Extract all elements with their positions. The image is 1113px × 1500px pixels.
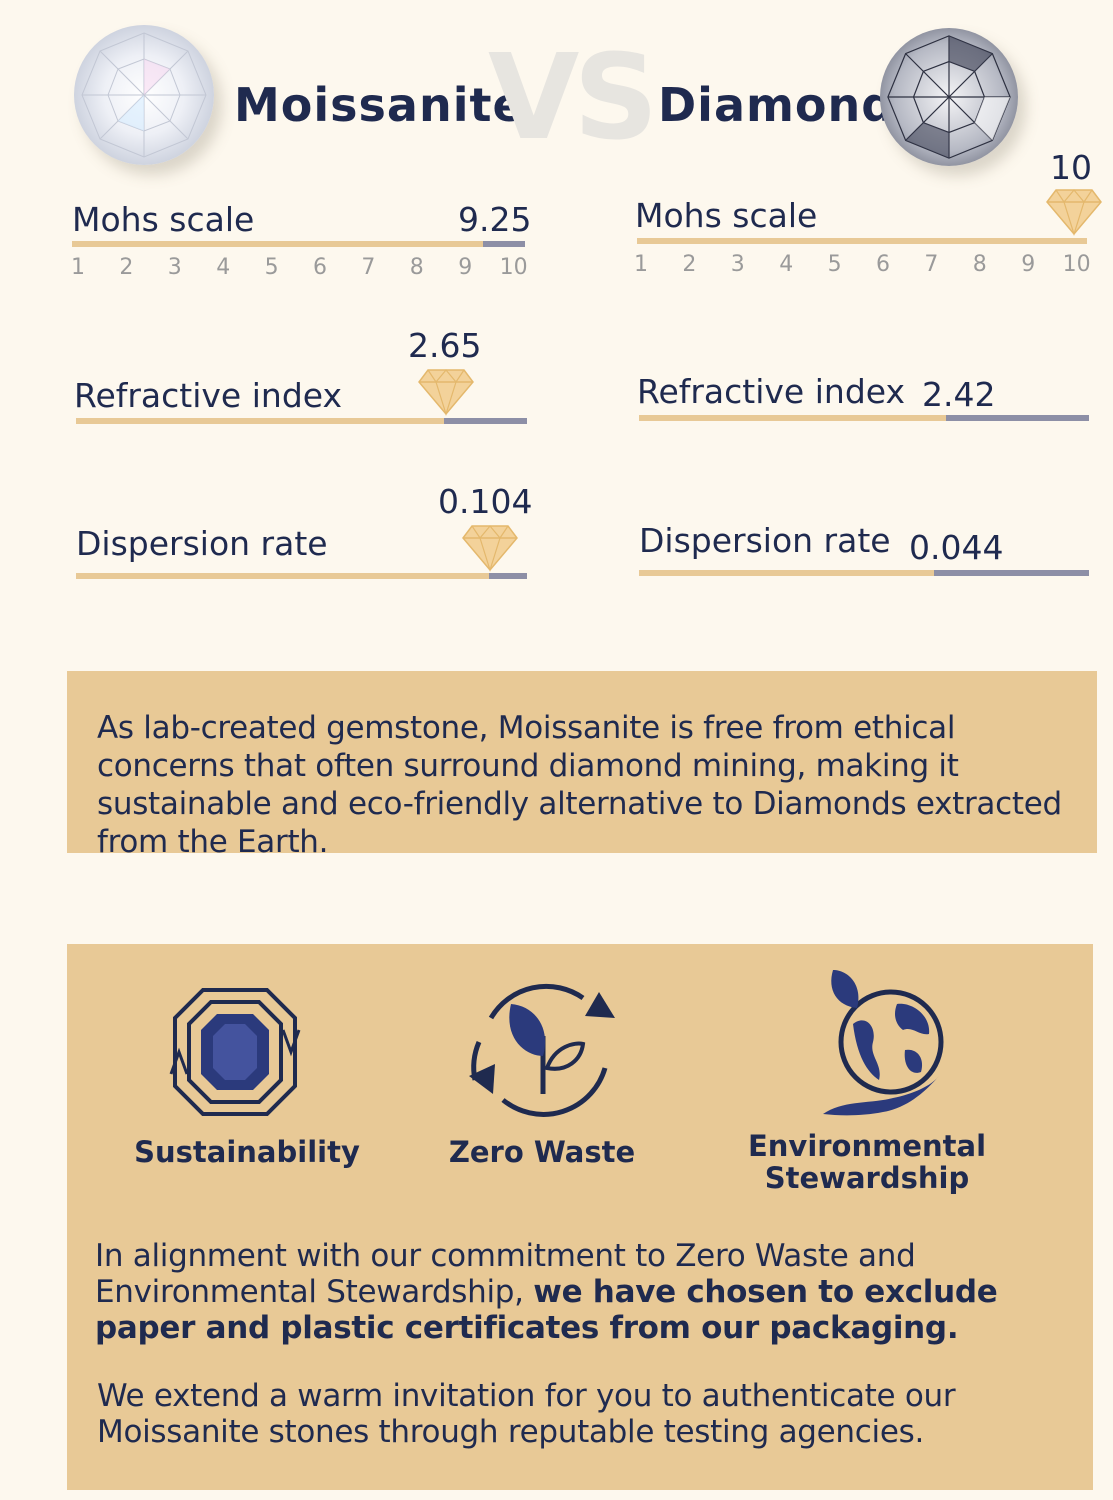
- moissanite-dispersion-bar: [76, 573, 527, 579]
- scale-tick-6: 6: [313, 255, 327, 280]
- diamond-gem-image: [880, 28, 1018, 166]
- moissanite-refractive-bar: [76, 418, 527, 424]
- environmental-stewardship-line2: Stewardship: [764, 1161, 970, 1195]
- scale-tick-3: 3: [730, 252, 745, 277]
- zero-waste-label: Zero Waste: [448, 1135, 636, 1169]
- scale-tick-2: 2: [682, 252, 697, 277]
- moissanite-mohs-label: Mohs scale: [72, 200, 255, 239]
- scale-tick-5: 5: [827, 252, 842, 277]
- scale-tick-4: 4: [216, 255, 231, 280]
- diamond-refractive-bar-fill: [946, 415, 1089, 421]
- scale-tick-4: 4: [779, 252, 794, 277]
- scale-tick-3: 3: [167, 255, 182, 280]
- scale-tick-2: 2: [119, 255, 134, 280]
- diamond-refractive-bar: [639, 415, 1089, 421]
- leaf-recycle-icon: [465, 976, 621, 1128]
- scale-tick-7: 7: [924, 252, 939, 277]
- packaging-intro: In alignment with our commitment to Zero…: [95, 1238, 916, 1310]
- moissanite-mohs-bar: [72, 241, 525, 247]
- ethics-text: As lab-created gemstone, Moissanite is f…: [97, 710, 1062, 860]
- moissanite-refractive-diamond-marker-icon: [418, 368, 474, 416]
- environmental-stewardship-line1: Environmental: [747, 1129, 987, 1163]
- diamond-refractive-value: 2.42: [922, 375, 996, 414]
- diamond-refractive-label: Refractive index: [637, 372, 906, 411]
- scale-tick-6: 6: [876, 252, 890, 277]
- emerald-cut-gem-icon: [165, 982, 305, 1126]
- scale-tick-10: 10: [499, 255, 528, 280]
- moissanite-dispersion-bar-fill: [489, 573, 527, 579]
- moissanite-refractive-bar-fill: [444, 418, 527, 424]
- environmental-stewardship-label: Environmental Stewardship: [727, 1130, 1007, 1194]
- moissanite-dispersion-diamond-marker-icon: [462, 524, 518, 572]
- diamond-mohs-label: Mohs scale: [635, 196, 818, 235]
- diamond-mohs-diamond-marker-icon: [1046, 188, 1102, 236]
- diamond-dispersion-bar: [639, 570, 1089, 576]
- packaging-panel: Sustainability Zero Waste Environmental …: [67, 944, 1093, 1490]
- diamond-mohs-value: 10: [1050, 148, 1092, 187]
- diamond-title: Diamond: [658, 78, 896, 132]
- scale-tick-1: 1: [634, 252, 648, 277]
- scale-tick-8: 8: [409, 255, 424, 280]
- moissanite-mohs-scale-ticks: 1 2 3 4 5 6 7 8 9 10: [0, 255, 560, 285]
- moissanite-mohs-value: 9.25: [458, 200, 532, 239]
- authentication-invitation: We extend a warm invitation for you to a…: [97, 1378, 956, 1450]
- globe-hand-icon: [813, 964, 953, 1124]
- vs-watermark: VS: [488, 28, 658, 166]
- moissanite-refractive-label: Refractive index: [74, 376, 343, 415]
- scale-tick-9: 9: [458, 255, 473, 280]
- scale-tick-5: 5: [264, 255, 279, 280]
- diamond-dispersion-bar-fill: [934, 570, 1089, 576]
- diamond-mohs-bar: [637, 238, 1087, 244]
- scale-tick-7: 7: [361, 255, 376, 280]
- moissanite-refractive-value: 2.65: [408, 326, 482, 365]
- moissanite-dispersion-label: Dispersion rate: [76, 524, 328, 563]
- packaging-statement: In alignment with our commitment to Zero…: [95, 1238, 1075, 1346]
- scale-tick-1: 1: [71, 255, 85, 280]
- ethics-panel: As lab-created gemstone, Moissanite is f…: [67, 671, 1097, 860]
- scale-tick-10: 10: [1062, 252, 1091, 277]
- moissanite-title: Moissanite: [234, 78, 525, 132]
- packaging-emphasis: we have chosen to exclude paper and plas…: [95, 1274, 998, 1346]
- scale-tick-9: 9: [1021, 252, 1036, 277]
- diamond-dispersion-label: Dispersion rate: [639, 521, 891, 560]
- diamond-dispersion-value: 0.044: [909, 528, 1004, 567]
- moissanite-gem-image: [74, 25, 214, 165]
- moissanite-dispersion-value: 0.104: [438, 482, 533, 521]
- scale-tick-8: 8: [972, 252, 987, 277]
- sustainability-label: Sustainability: [134, 1135, 360, 1169]
- diamond-mohs-scale-ticks: 1 2 3 4 5 6 7 8 9 10: [0, 252, 1110, 282]
- moissanite-mohs-bar-fill: [483, 241, 525, 247]
